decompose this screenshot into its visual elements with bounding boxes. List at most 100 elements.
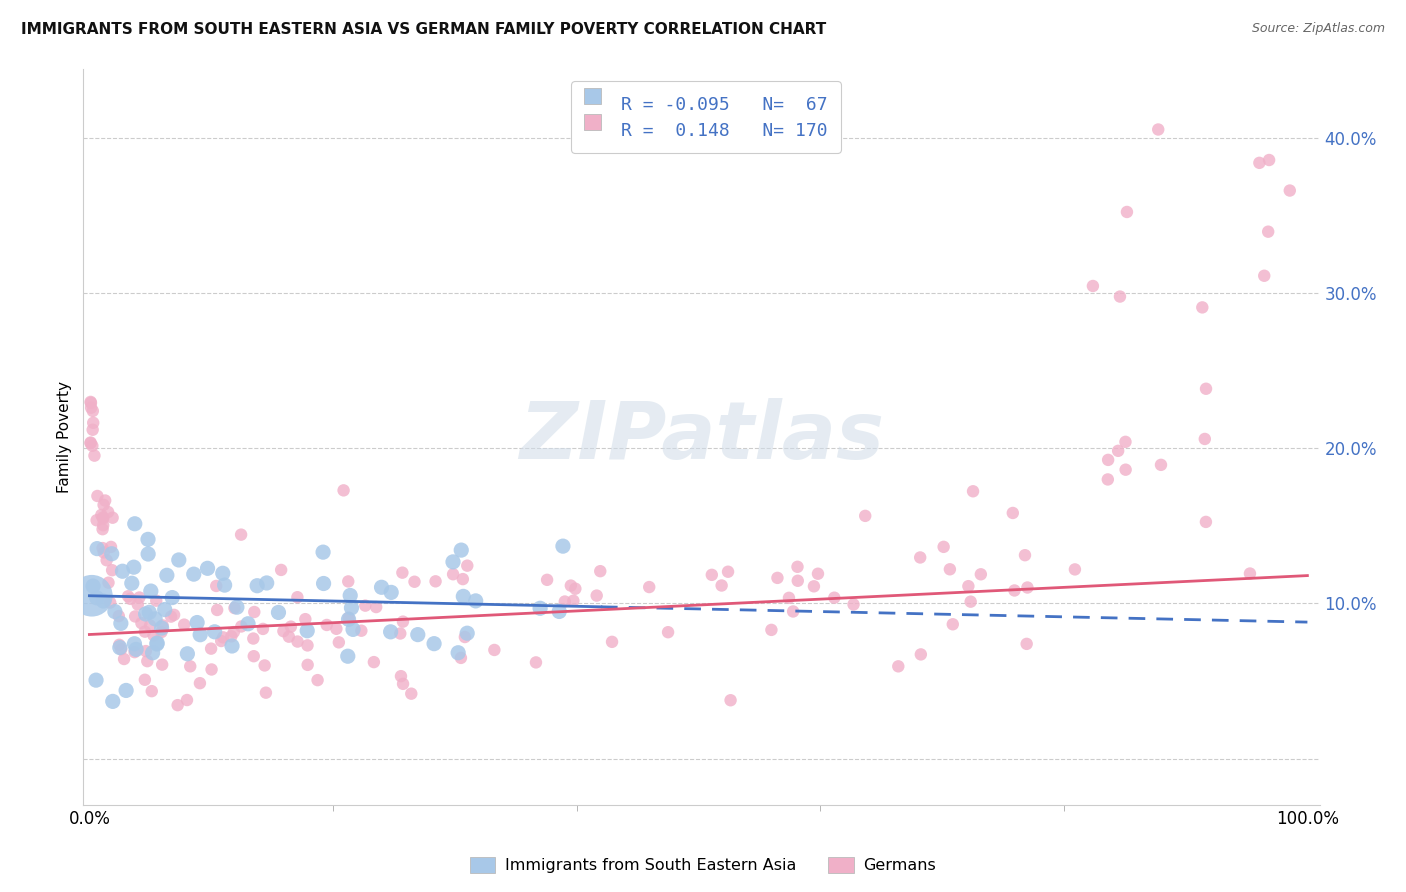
Point xyxy=(451,572,474,586)
Point xyxy=(204,624,226,639)
Point xyxy=(252,622,274,636)
Point xyxy=(380,585,402,599)
Point xyxy=(120,591,142,606)
Point xyxy=(1097,472,1119,486)
Point xyxy=(370,580,392,594)
Point xyxy=(1195,515,1218,529)
Point xyxy=(910,648,932,662)
Point xyxy=(93,498,115,512)
Point xyxy=(91,518,114,533)
Point xyxy=(112,652,135,666)
Point xyxy=(600,635,623,649)
Point xyxy=(243,605,266,619)
Point xyxy=(406,627,429,641)
Point xyxy=(176,693,198,707)
Point xyxy=(392,677,415,691)
Point xyxy=(256,576,278,591)
Point xyxy=(124,609,146,624)
Point xyxy=(1014,548,1036,562)
Point xyxy=(122,560,145,574)
Point xyxy=(125,642,148,657)
Point xyxy=(441,567,464,582)
Point xyxy=(82,423,104,437)
Point xyxy=(786,574,808,588)
Point xyxy=(277,630,299,644)
Point xyxy=(1107,443,1129,458)
Point xyxy=(90,508,112,522)
Point xyxy=(1249,156,1271,170)
Point xyxy=(160,591,183,605)
Point xyxy=(82,579,104,593)
Point xyxy=(153,602,176,616)
Point xyxy=(842,598,865,612)
Point xyxy=(117,589,139,603)
Point xyxy=(143,612,166,626)
Point xyxy=(111,564,134,578)
Point xyxy=(242,649,264,664)
Point xyxy=(205,603,228,617)
Point xyxy=(110,642,132,657)
Point xyxy=(124,637,146,651)
Point xyxy=(294,612,316,626)
Point xyxy=(104,605,127,619)
Point xyxy=(908,550,931,565)
Point xyxy=(131,616,153,631)
Point xyxy=(101,563,124,577)
Point xyxy=(401,687,423,701)
Point xyxy=(231,619,253,633)
Point xyxy=(108,609,131,624)
Point xyxy=(389,626,412,640)
Point xyxy=(786,559,808,574)
Point xyxy=(124,516,146,531)
Point xyxy=(297,657,319,672)
Point xyxy=(312,576,335,591)
Point xyxy=(823,591,845,605)
Text: IMMIGRANTS FROM SOUTH EASTERN ASIA VS GERMAN FAMILY POVERTY CORRELATION CHART: IMMIGRANTS FROM SOUTH EASTERN ASIA VS GE… xyxy=(21,22,827,37)
Point xyxy=(354,599,377,613)
Point xyxy=(209,634,232,648)
Point xyxy=(1195,382,1218,396)
Point xyxy=(312,545,335,559)
Point xyxy=(295,624,318,638)
Point xyxy=(1097,453,1119,467)
Point xyxy=(221,639,243,653)
Point xyxy=(225,600,247,615)
Point xyxy=(101,694,124,708)
Point xyxy=(332,483,354,498)
Point xyxy=(456,626,478,640)
Point xyxy=(464,594,486,608)
Point xyxy=(100,540,122,554)
Point xyxy=(536,573,558,587)
Point xyxy=(267,606,290,620)
Point xyxy=(86,591,108,605)
Point xyxy=(91,522,114,536)
Point xyxy=(82,404,104,418)
Point xyxy=(127,598,149,612)
Point xyxy=(803,579,825,593)
Point xyxy=(97,505,120,519)
Point xyxy=(484,643,506,657)
Point xyxy=(450,651,472,665)
Point xyxy=(173,617,195,632)
Point xyxy=(135,644,157,658)
Point xyxy=(82,439,104,453)
Point xyxy=(135,607,157,621)
Point xyxy=(136,654,159,668)
Point xyxy=(1191,301,1213,315)
Point xyxy=(342,623,364,637)
Point xyxy=(80,401,103,415)
Point xyxy=(146,637,169,651)
Point xyxy=(959,595,981,609)
Point xyxy=(166,698,188,713)
Point xyxy=(188,628,211,642)
Point xyxy=(1114,434,1136,449)
Point xyxy=(98,596,121,610)
Point xyxy=(782,605,804,619)
Point xyxy=(337,612,360,626)
Point xyxy=(297,639,319,653)
Point xyxy=(242,632,264,646)
Point xyxy=(179,659,201,673)
Point xyxy=(139,618,162,632)
Point xyxy=(197,561,219,575)
Point xyxy=(560,578,582,592)
